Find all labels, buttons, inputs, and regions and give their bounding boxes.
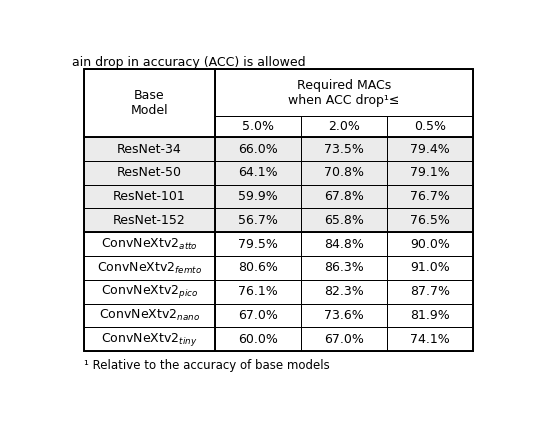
Text: 91.0%: 91.0% bbox=[410, 262, 450, 274]
Text: 84.8%: 84.8% bbox=[324, 238, 364, 251]
Bar bbox=[301, 256, 387, 280]
Bar bbox=[301, 304, 387, 327]
Bar bbox=[84, 69, 214, 137]
Bar bbox=[214, 161, 301, 185]
Bar bbox=[387, 185, 474, 208]
Text: 73.5%: 73.5% bbox=[324, 143, 364, 155]
Text: Required MACs
when ACC drop¹≤: Required MACs when ACC drop¹≤ bbox=[288, 79, 400, 107]
Bar bbox=[301, 327, 387, 351]
Bar bbox=[84, 280, 214, 304]
Bar bbox=[387, 161, 474, 185]
Bar bbox=[214, 256, 301, 280]
Text: ResNet-50: ResNet-50 bbox=[117, 166, 182, 179]
Bar bbox=[84, 69, 474, 351]
Text: ConvNeXtv2$_{pico}$: ConvNeXtv2$_{pico}$ bbox=[101, 283, 198, 300]
Text: 67.0%: 67.0% bbox=[238, 309, 278, 322]
Bar bbox=[84, 161, 474, 185]
Text: 79.4%: 79.4% bbox=[410, 143, 450, 155]
Text: 79.5%: 79.5% bbox=[238, 238, 278, 251]
Bar bbox=[84, 256, 214, 280]
Bar bbox=[84, 232, 214, 256]
Bar bbox=[387, 327, 474, 351]
Bar bbox=[387, 208, 474, 232]
Text: ain drop in accuracy (ACC) is allowed: ain drop in accuracy (ACC) is allowed bbox=[72, 56, 305, 69]
Bar bbox=[301, 280, 387, 304]
Text: ResNet-152: ResNet-152 bbox=[113, 214, 186, 227]
Text: 2.0%: 2.0% bbox=[328, 120, 360, 133]
Text: 73.6%: 73.6% bbox=[324, 309, 364, 322]
Text: 65.8%: 65.8% bbox=[324, 214, 364, 227]
Text: Base
Model: Base Model bbox=[131, 89, 168, 117]
Text: ¹ Relative to the accuracy of base models: ¹ Relative to the accuracy of base model… bbox=[84, 360, 330, 372]
Text: 80.6%: 80.6% bbox=[238, 262, 278, 274]
Text: 59.9%: 59.9% bbox=[238, 190, 278, 203]
Text: 79.1%: 79.1% bbox=[410, 166, 450, 179]
Bar bbox=[214, 116, 301, 137]
Text: ResNet-34: ResNet-34 bbox=[117, 143, 182, 155]
Bar bbox=[214, 280, 301, 304]
Bar bbox=[84, 327, 214, 351]
Text: 76.1%: 76.1% bbox=[238, 285, 278, 298]
Bar bbox=[301, 185, 387, 208]
Text: 76.7%: 76.7% bbox=[410, 190, 450, 203]
Bar bbox=[84, 280, 474, 304]
Text: 67.8%: 67.8% bbox=[324, 190, 364, 203]
Bar bbox=[301, 208, 387, 232]
Bar bbox=[387, 137, 474, 161]
Text: 74.1%: 74.1% bbox=[410, 333, 450, 346]
Text: 64.1%: 64.1% bbox=[238, 166, 278, 179]
Bar bbox=[84, 208, 214, 232]
Bar bbox=[84, 137, 214, 161]
Bar bbox=[84, 327, 474, 351]
Bar bbox=[387, 232, 474, 256]
Bar bbox=[214, 185, 301, 208]
Bar bbox=[84, 208, 474, 232]
Text: 60.0%: 60.0% bbox=[238, 333, 278, 346]
Text: 56.7%: 56.7% bbox=[238, 214, 278, 227]
Bar bbox=[84, 137, 474, 161]
Text: 70.8%: 70.8% bbox=[324, 166, 364, 179]
Bar bbox=[84, 256, 474, 280]
Bar bbox=[214, 304, 301, 327]
Bar bbox=[214, 327, 301, 351]
Bar bbox=[84, 161, 214, 185]
Bar bbox=[84, 232, 474, 256]
Bar bbox=[84, 185, 214, 208]
Bar bbox=[301, 116, 387, 137]
Text: 5.0%: 5.0% bbox=[242, 120, 274, 133]
Bar bbox=[301, 137, 387, 161]
Bar bbox=[387, 280, 474, 304]
Text: 82.3%: 82.3% bbox=[324, 285, 364, 298]
Text: ConvNeXtv2$_{nano}$: ConvNeXtv2$_{nano}$ bbox=[99, 308, 200, 323]
Bar bbox=[214, 208, 301, 232]
Text: 90.0%: 90.0% bbox=[410, 238, 450, 251]
Text: 66.0%: 66.0% bbox=[238, 143, 278, 155]
Text: 76.5%: 76.5% bbox=[410, 214, 450, 227]
Bar bbox=[214, 69, 474, 116]
Bar bbox=[84, 185, 474, 208]
Text: 86.3%: 86.3% bbox=[324, 262, 364, 274]
Text: ConvNeXtv2$_{femto}$: ConvNeXtv2$_{femto}$ bbox=[97, 260, 202, 276]
Text: 87.7%: 87.7% bbox=[410, 285, 450, 298]
Bar bbox=[387, 256, 474, 280]
Text: ConvNeXtv2$_{atto}$: ConvNeXtv2$_{atto}$ bbox=[101, 237, 198, 252]
Text: 67.0%: 67.0% bbox=[324, 333, 364, 346]
Bar bbox=[84, 304, 474, 327]
Bar bbox=[214, 137, 301, 161]
Bar bbox=[387, 116, 474, 137]
Text: 81.9%: 81.9% bbox=[410, 309, 450, 322]
Bar bbox=[387, 304, 474, 327]
Text: ConvNeXtv2$_{tiny}$: ConvNeXtv2$_{tiny}$ bbox=[102, 331, 198, 348]
Bar bbox=[84, 304, 214, 327]
Bar bbox=[301, 161, 387, 185]
Text: 0.5%: 0.5% bbox=[414, 120, 446, 133]
Bar bbox=[214, 232, 301, 256]
Text: ResNet-101: ResNet-101 bbox=[113, 190, 186, 203]
Bar bbox=[301, 232, 387, 256]
